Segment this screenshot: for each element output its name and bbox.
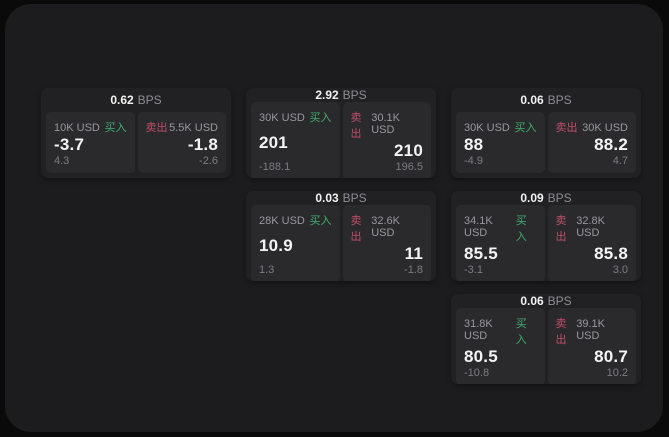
quote-panels: 30K USD 买入 201 -188.1 卖出 30.1K USD 210 1… — [251, 102, 431, 178]
sell-panel[interactable]: 卖出 30.1K USD 210 196.5 — [342, 102, 431, 178]
buy-delta: 1.3 — [259, 264, 275, 276]
quote-card-grid: 0.62 BPS 10K USD 买入 -3.7 4.3 卖出 5.5K USD — [41, 88, 641, 384]
sell-price: -1.8 — [187, 135, 218, 154]
buy-size: 10K USD — [54, 122, 100, 134]
spread-header: 0.09 BPS — [451, 191, 641, 205]
quote-panels: 30K USD 买入 88 -4.9 卖出 30K USD 88.2 4.7 — [456, 112, 636, 173]
sell-panel[interactable]: 卖出 32.8K USD 85.8 3.0 — [547, 205, 636, 281]
buy-size: 28K USD — [259, 215, 305, 227]
quote-card: 0.06 BPS 31.8K USD 买入 80.5 -10.8 卖出 39.1… — [451, 294, 641, 384]
quote-panels: 28K USD 买入 10.9 1.3 卖出 32.6K USD 11 -1.8 — [251, 205, 431, 281]
spread-value: 0.62 — [110, 93, 134, 107]
spread-value: 0.06 — [520, 93, 544, 107]
buy-price: -3.7 — [54, 135, 85, 154]
sell-price: 210 — [394, 141, 423, 160]
buy-delta: -3.1 — [464, 264, 483, 276]
buy-panel[interactable]: 10K USD 买入 -3.7 4.3 — [46, 112, 135, 173]
sell-delta: -2.6 — [199, 155, 218, 167]
spread-header: 2.92 BPS — [246, 88, 436, 102]
buy-panel[interactable]: 28K USD 买入 10.9 1.3 — [251, 205, 340, 281]
sell-panel[interactable]: 卖出 32.6K USD 11 -1.8 — [342, 205, 431, 281]
spread-value: 2.92 — [315, 88, 339, 102]
buy-panel[interactable]: 34.1K USD 买入 85.5 -3.1 — [456, 205, 545, 281]
spread-header: 0.06 BPS — [451, 88, 641, 112]
sell-tag: 卖出 — [555, 318, 567, 346]
spread-value: 0.06 — [520, 294, 544, 308]
sell-price: 80.7 — [594, 347, 628, 366]
buy-delta: -4.9 — [464, 155, 483, 167]
sell-price: 11 — [404, 244, 423, 263]
quote-card: 0.62 BPS 10K USD 买入 -3.7 4.3 卖出 5.5K USD — [41, 88, 231, 178]
buy-size: 30K USD — [464, 122, 510, 134]
buy-size: 31.8K USD — [464, 318, 493, 342]
sell-panel[interactable]: 卖出 30K USD 88.2 4.7 — [547, 112, 636, 173]
spread-unit: BPS — [342, 88, 367, 102]
buy-price: 80.5 — [464, 347, 498, 366]
sell-tag: 卖出 — [350, 112, 362, 140]
buy-delta: -10.8 — [464, 367, 490, 379]
buy-price: 85.5 — [464, 244, 498, 263]
buy-price: 10.9 — [259, 236, 293, 255]
spread-header: 0.06 BPS — [451, 294, 641, 308]
sell-delta: -1.8 — [404, 264, 423, 276]
sell-size: 30.1K USD — [371, 112, 400, 136]
buy-size: 34.1K USD — [464, 215, 493, 239]
spread-value: 0.03 — [315, 191, 339, 205]
sell-tag: 卖出 — [145, 122, 168, 134]
spread-unit: BPS — [547, 93, 572, 107]
buy-panel[interactable]: 31.8K USD 买入 80.5 -10.8 — [456, 308, 545, 384]
sell-delta: 10.2 — [606, 367, 628, 379]
sell-tag: 卖出 — [555, 122, 578, 134]
spread-unit: BPS — [547, 294, 572, 308]
sell-delta: 196.5 — [395, 161, 423, 173]
buy-size: 30K USD — [259, 112, 305, 124]
spread-unit: BPS — [547, 191, 572, 205]
sell-size: 30K USD — [582, 122, 628, 134]
sell-delta: 3.0 — [612, 264, 628, 276]
sell-tag: 卖出 — [555, 215, 567, 243]
buy-tag: 买入 — [515, 318, 527, 346]
buy-tag: 买入 — [309, 215, 332, 227]
buy-tag: 买入 — [104, 122, 127, 134]
sell-price: 88.2 — [594, 135, 628, 154]
buy-delta: 4.3 — [54, 155, 70, 167]
quote-card: 0.09 BPS 34.1K USD 买入 85.5 -3.1 卖出 32.8K… — [451, 191, 641, 281]
buy-tag: 买入 — [515, 215, 527, 243]
buy-tag: 买入 — [309, 112, 332, 124]
quote-card: 2.92 BPS 30K USD 买入 201 -188.1 卖出 30.1K … — [246, 88, 436, 178]
quote-panels: 31.8K USD 买入 80.5 -10.8 卖出 39.1K USD 80.… — [456, 308, 636, 384]
sell-delta: 4.7 — [612, 155, 628, 167]
sell-tag: 卖出 — [350, 215, 362, 243]
spread-value: 0.09 — [520, 191, 544, 205]
buy-panel[interactable]: 30K USD 买入 201 -188.1 — [251, 102, 340, 178]
quote-panels: 34.1K USD 买入 85.5 -3.1 卖出 32.8K USD 85.8… — [456, 205, 636, 281]
spread-unit: BPS — [137, 93, 162, 107]
buy-price: 201 — [259, 133, 288, 152]
sell-size: 5.5K USD — [169, 122, 218, 134]
sell-panel[interactable]: 卖出 39.1K USD 80.7 10.2 — [547, 308, 636, 384]
sell-size: 32.6K USD — [371, 215, 400, 239]
buy-price: 88 — [464, 135, 484, 154]
sell-panel[interactable]: 卖出 5.5K USD -1.8 -2.6 — [137, 112, 226, 173]
sell-price: 85.8 — [594, 244, 628, 263]
quote-card: 0.06 BPS 30K USD 买入 88 -4.9 卖出 30K USD — [451, 88, 641, 178]
sell-size: 39.1K USD — [576, 318, 605, 342]
spread-header: 0.62 BPS — [41, 88, 231, 112]
sell-size: 32.8K USD — [576, 215, 605, 239]
spread-unit: BPS — [342, 191, 367, 205]
buy-delta: -188.1 — [259, 161, 291, 173]
buy-panel[interactable]: 30K USD 买入 88 -4.9 — [456, 112, 545, 173]
quote-card: 0.03 BPS 28K USD 买入 10.9 1.3 卖出 32.6K US… — [246, 191, 436, 281]
quote-panels: 10K USD 买入 -3.7 4.3 卖出 5.5K USD -1.8 -2.… — [46, 112, 226, 173]
app-window: 0.62 BPS 10K USD 买入 -3.7 4.3 卖出 5.5K USD — [5, 4, 663, 432]
buy-tag: 买入 — [514, 122, 537, 134]
spread-header: 0.03 BPS — [246, 191, 436, 205]
